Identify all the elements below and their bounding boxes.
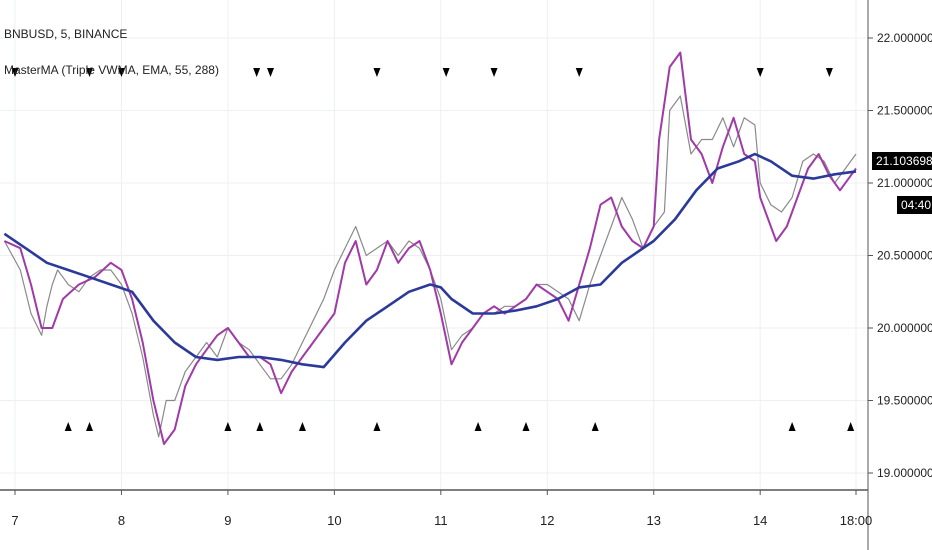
y-tick-label: 22.0000000 (877, 31, 932, 45)
buy-signal-marker (373, 422, 381, 431)
sell-signal-marker (490, 68, 498, 77)
x-tick-label: 8 (118, 513, 125, 528)
sell-signal-marker (117, 68, 125, 77)
series-layer (3, 51, 857, 445)
y-tick-label: 19.0000000 (877, 466, 932, 480)
time-axis[interactable]: 7 8 9 10 11 12 13 14 18:00 (0, 489, 873, 528)
buy-signal-marker (788, 422, 796, 431)
x-tick-label: 13 (646, 513, 660, 528)
x-tick-label: 10 (327, 513, 341, 528)
y-tick-label: 20.0000000 (877, 321, 932, 335)
buy-signal-marker (256, 422, 264, 431)
price-line (3, 95, 857, 438)
buy-signal-marker (86, 422, 94, 431)
x-tick-label: 12 (540, 513, 554, 528)
x-tick-label: 9 (224, 513, 231, 528)
y-tick-label: 21.5000000 (877, 104, 932, 118)
sell-signal-marker (253, 68, 261, 77)
x-tick-label: 7 (11, 513, 18, 528)
y-tick-label: 21.0000000 (877, 176, 932, 190)
buy-signal-marker (591, 422, 599, 431)
indicator-legend[interactable]: MasterMA (Triple VWMA, EMA, 55, 288) (4, 63, 219, 77)
x-tick-label: 18:00 (840, 513, 873, 528)
sell-signal-marker (11, 68, 19, 77)
buy-signal-marker (298, 422, 306, 431)
buy-signal-marker (224, 422, 232, 431)
y-tick-label: 19.5000000 (877, 394, 932, 408)
buy-signal-marker (847, 422, 855, 431)
sell-signal-marker (575, 68, 583, 77)
chart-grid (0, 0, 868, 490)
buy-signal-marker (474, 422, 482, 431)
sell-signal-marker (266, 68, 274, 77)
price-axis[interactable]: 19.0000000 19.5000000 20.0000000 20.5000000… (867, 0, 932, 550)
x-tick-label: 11 (434, 513, 448, 528)
sell-signal-marker (442, 68, 450, 77)
fast-ma-line (3, 51, 857, 445)
symbol-title: BNBUSD, 5, BINANCE (4, 27, 128, 41)
sell-signal-marker (756, 68, 764, 77)
slow-ma-line (3, 152, 857, 369)
signal-markers (11, 68, 855, 431)
sell-signal-marker (373, 68, 381, 77)
sell-signal-marker (86, 68, 94, 77)
sell-signal-marker (825, 68, 833, 77)
buy-signal-marker (522, 422, 530, 431)
y-tick-label: 20.5000000 (877, 249, 932, 263)
x-tick-label: 14 (753, 513, 767, 528)
bar-countdown-badge: 04:40 (897, 196, 932, 214)
buy-signal-marker (64, 422, 72, 431)
last-price-badge: 21.1036982 (872, 152, 932, 170)
